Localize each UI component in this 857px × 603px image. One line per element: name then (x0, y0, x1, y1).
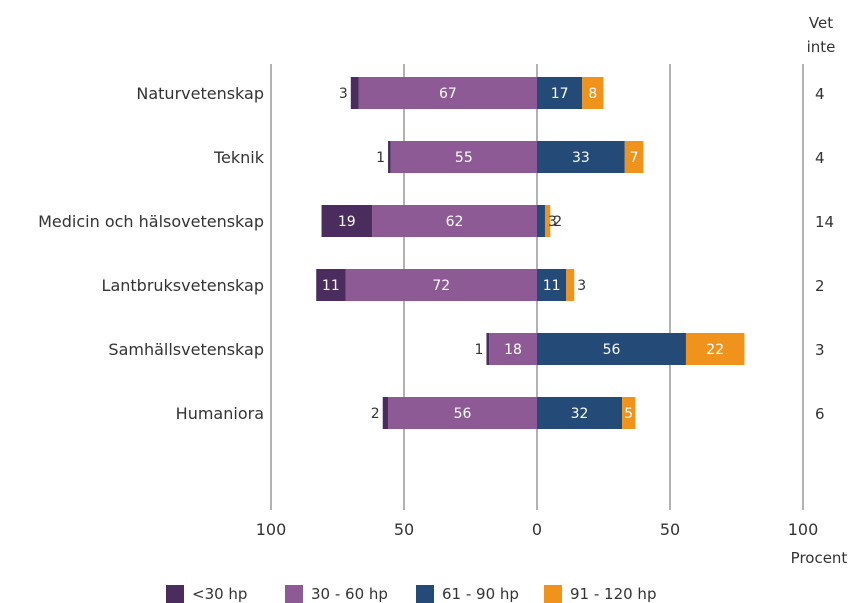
bar-segment-61-90 (537, 397, 623, 429)
segment-value-label: 5 (624, 406, 633, 422)
segment-value-label: 11 (322, 278, 340, 294)
segment-value-label: 33 (572, 150, 590, 166)
bar-segment-91-120 (582, 77, 604, 109)
vet-inte-values: 4 4 14 2 3 6 (815, 85, 834, 423)
x-tick-label: 100 (788, 520, 819, 539)
segment-value-label: 22 (706, 342, 724, 358)
segment-value-label: 19 (338, 214, 356, 230)
category-label: Humaniora (176, 404, 264, 423)
x-tick-label: 100 (256, 520, 287, 539)
segment-value-label: 3 (548, 214, 557, 230)
legend-label: 61 - 90 hp (442, 585, 519, 603)
bar-segment-30-60 (390, 141, 537, 173)
segment-value-label: 1 (475, 342, 484, 358)
vet-inte-header-line2: inte (807, 38, 836, 56)
segment-value-label: 18 (504, 342, 522, 358)
legend-swatch (166, 585, 184, 603)
bar-segment-under-30 (350, 77, 359, 109)
segment-value-label: 8 (588, 86, 597, 102)
bar-segment-under-30 (388, 141, 391, 173)
segment-value-label: 56 (454, 406, 472, 422)
category-label: Medicin och hälsovetenskap (38, 212, 264, 231)
bar-segment-61-90 (537, 205, 545, 237)
bar-segment-61-90 (537, 141, 625, 173)
legend: <30 hp 30 - 60 hp 61 - 90 hp 91 - 120 hp (166, 585, 656, 603)
bar-segment-61-90 (537, 333, 686, 365)
vet-inte-value: 4 (815, 85, 825, 103)
category-label: Lantbruksvetenskap (102, 276, 264, 295)
bar-segment-61-90 (537, 77, 583, 109)
bars (316, 77, 745, 429)
segment-value-label: 3 (339, 86, 348, 102)
bar-segment-91-120 (566, 269, 575, 301)
bar-segment-under-30 (321, 205, 373, 237)
segment-value-label: 67 (439, 86, 457, 102)
segment-value-label: 17 (551, 86, 569, 102)
segment-value-label: 55 (455, 150, 473, 166)
x-tick-label: 50 (660, 520, 680, 539)
vet-inte-value: 3 (815, 341, 825, 359)
bar-segment-61-90 (537, 269, 567, 301)
legend-label: <30 hp (192, 585, 247, 603)
legend-label: 91 - 120 hp (570, 585, 656, 603)
bar-segment-under-30 (486, 333, 490, 365)
x-axis-unit-label: Procent (791, 549, 848, 567)
category-label: Samhällsvetenskap (108, 340, 264, 359)
segment-value-label: 32 (571, 406, 589, 422)
bar-segment-30-60 (388, 397, 537, 429)
segment-value-label: 56 (603, 342, 621, 358)
bar-segment-91-120 (544, 205, 551, 237)
category-label: Teknik (213, 148, 265, 167)
bar-segment-91-120 (622, 397, 636, 429)
segment-value-label: 1 (376, 150, 385, 166)
segment-value-label: 72 (432, 278, 450, 294)
x-tick-label: 0 (532, 520, 542, 539)
x-tick-labels: 100 50 0 50 100 (256, 520, 819, 539)
vet-inte-value: 14 (815, 213, 834, 231)
legend-label: 30 - 60 hp (311, 585, 388, 603)
bar-segment-30-60 (372, 205, 537, 237)
x-tick-label: 50 (394, 520, 414, 539)
category-labels: Naturvetenskap Teknik Medicin och hälsovet… (38, 84, 265, 423)
bar-segment-under-30 (316, 269, 346, 301)
legend-swatch (285, 585, 303, 603)
bar-segment-30-60 (345, 269, 537, 301)
bar-segment-30-60 (489, 333, 537, 365)
bar-segment-under-30 (382, 397, 389, 429)
vet-inte-value: 2 (815, 277, 825, 295)
segment-value-label: 62 (446, 214, 464, 230)
category-label: Naturvetenskap (136, 84, 264, 103)
bar-segment-91-120 (685, 333, 745, 365)
segment-value-label: 11 (543, 278, 561, 294)
segment-value-label: 2 (371, 406, 380, 422)
segment-value-label: 7 (630, 150, 639, 166)
vet-inte-value: 4 (815, 149, 825, 167)
vet-inte-value: 6 (815, 405, 825, 423)
vet-inte-header-line1: Vet (809, 14, 833, 32)
segment-value-label: 2 (553, 214, 562, 230)
legend-swatch (416, 585, 434, 603)
legend-swatch (544, 585, 562, 603)
bar-segment-30-60 (358, 77, 537, 109)
bar-segment-91-120 (624, 141, 644, 173)
segment-value-label: 3 (577, 278, 586, 294)
